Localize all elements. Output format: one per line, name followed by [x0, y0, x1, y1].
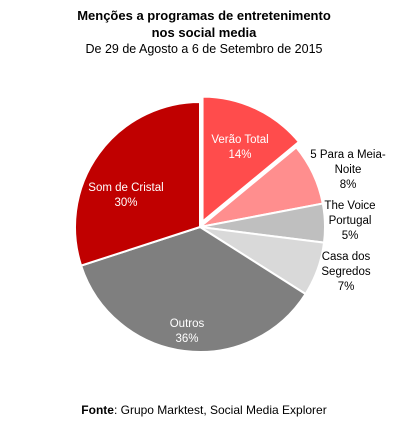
data-label-verao-total: Verão Total 14% [211, 134, 268, 161]
data-label-the-voice-portugal: The Voice Portugal 5% [324, 200, 375, 242]
chart-subtitle: De 29 de Agosto a 6 de Setembro de 2015 [85, 42, 323, 56]
data-label-5-para-a-meia-noite: 5 Para a Meia-Noite 8% [310, 149, 386, 191]
data-label-casa-dos-segredos: Casa dos Segredos 7% [321, 251, 370, 293]
data-label-outros: Outros 36% [170, 318, 205, 345]
pie-slice-som-de-cristal [74, 100, 201, 267]
pie-slice-outros [79, 225, 307, 353]
source-label: Fonte [81, 403, 114, 417]
source-note: Fonte: Grupo Marktest, Social Media Expl… [0, 403, 408, 417]
chart-title-line1: Menções a programas de entretenimento [77, 8, 331, 23]
pie-slice-verao-total [201, 95, 301, 224]
data-label-som-de-cristal: Som de Cristal 30% [88, 182, 163, 209]
chart-title-block: Menções a programas de entretenimento no… [0, 7, 408, 58]
chart-title-line2: nos social media [151, 25, 257, 40]
source-text: : Grupo Marktest, Social Media Explorer [113, 403, 327, 417]
